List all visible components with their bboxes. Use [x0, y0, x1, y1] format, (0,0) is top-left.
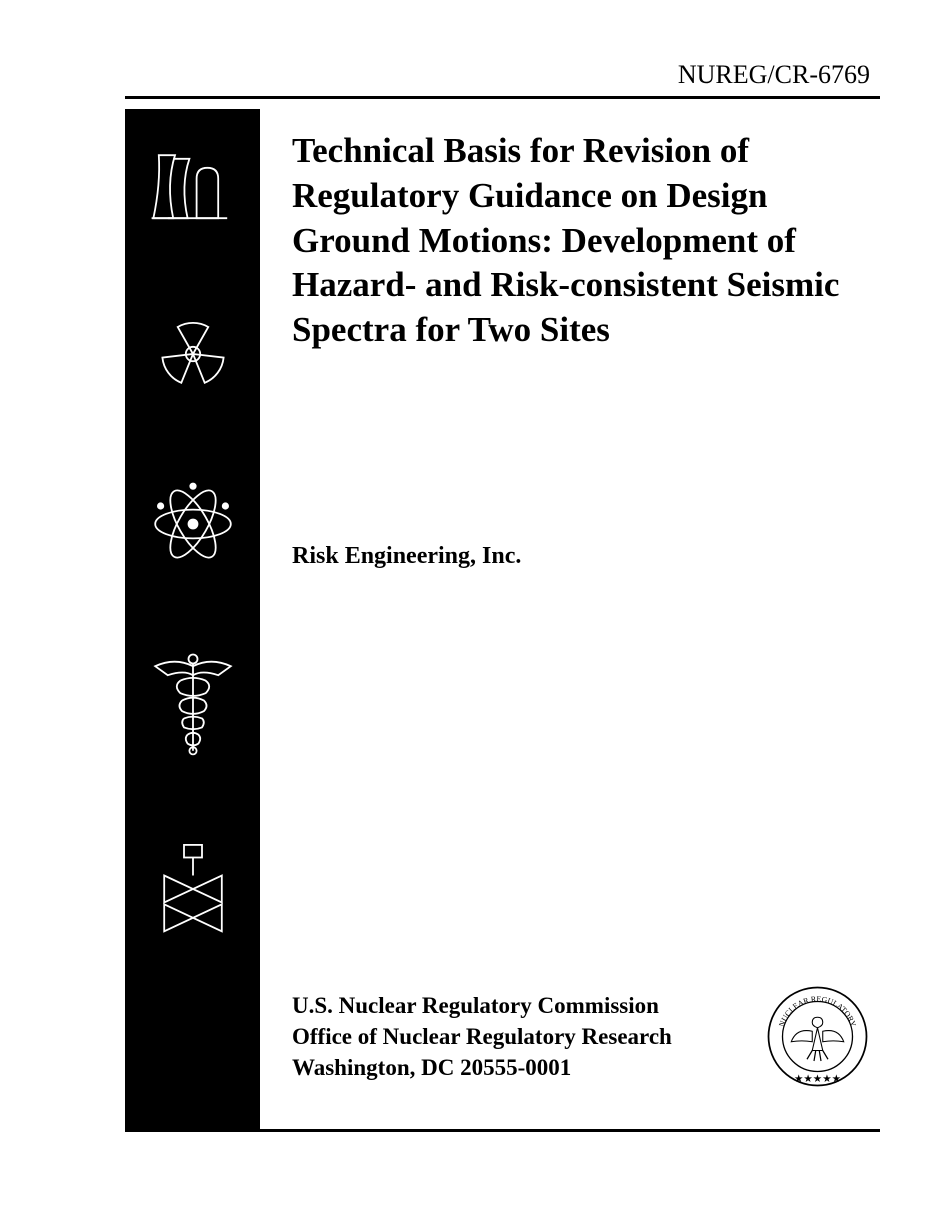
- cooling-tower-containment-icon: [148, 139, 238, 229]
- radiation-trefoil-icon: [148, 309, 238, 399]
- agency-line-1: U.S. Nuclear Regulatory Commission: [292, 990, 672, 1021]
- agency-line-3: Washington, DC 20555-0001: [292, 1052, 672, 1083]
- atom-icon: [148, 479, 238, 569]
- caduceus-icon: [148, 649, 238, 759]
- body-row: Technical Basis for Revision of Regulato…: [125, 109, 880, 1129]
- agency-row: U.S. Nuclear Regulatory Commission Offic…: [292, 984, 880, 1129]
- nrc-seal-icon: NUCLEAR REGULATORY ★★★★★: [765, 984, 870, 1089]
- agency-block: U.S. Nuclear Regulatory Commission Offic…: [292, 990, 672, 1083]
- bottom-horizontal-rule: [125, 1129, 880, 1132]
- valve-icon: [148, 839, 238, 939]
- content-column: Technical Basis for Revision of Regulato…: [260, 109, 880, 1129]
- report-identifier: NUREG/CR-6769: [90, 60, 880, 96]
- author-line: Risk Engineering, Inc.: [292, 543, 880, 570]
- vertical-spacer: [292, 570, 880, 984]
- top-horizontal-rule: [125, 96, 880, 99]
- document-page: NUREG/CR-6769: [90, 60, 880, 1157]
- document-title: Technical Basis for Revision of Regulato…: [292, 129, 880, 353]
- agency-line-2: Office of Nuclear Regulatory Research: [292, 1021, 672, 1052]
- svg-text:★★★★★: ★★★★★: [794, 1074, 842, 1085]
- icon-sidebar: [125, 109, 260, 1129]
